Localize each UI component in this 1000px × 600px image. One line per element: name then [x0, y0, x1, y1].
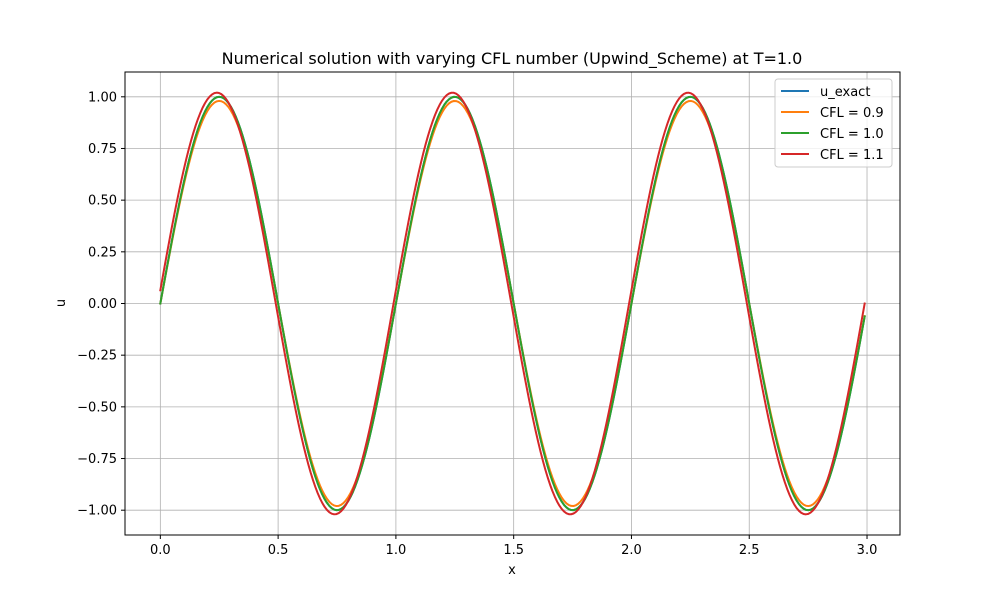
legend-label: CFL = 1.0 [820, 127, 884, 142]
y-axis-label: u [54, 299, 69, 307]
y-tick-label: 0.50 [88, 194, 117, 209]
chart-title: Numerical solution with varying CFL numb… [222, 49, 803, 69]
y-tick-label: 0.00 [88, 297, 117, 312]
x-tick-label: 3.0 [857, 543, 878, 558]
x-tick-label: 0.0 [150, 543, 171, 558]
y-tick-label: −1.00 [77, 504, 117, 519]
y-tick-label: 0.75 [88, 142, 117, 157]
y-tick-label: 0.25 [88, 245, 117, 260]
x-tick-label: 1.5 [503, 543, 524, 558]
y-tick-label: −0.25 [77, 349, 117, 364]
legend-label: CFL = 0.9 [820, 106, 884, 121]
x-tick-label: 1.0 [386, 543, 407, 558]
tick-layer: 0.0 0.5 1.0 1.5 2.0 2.5 3.0 −1.00 −0.75 −0.50 −0.2… [77, 90, 877, 558]
legend-label: CFL = 1.1 [820, 148, 884, 163]
series-layer [159, 91, 866, 516]
grid-layer [125, 72, 900, 535]
x-tick-label: 2.5 [739, 543, 760, 558]
legend-box [774, 78, 893, 168]
legend: u_exact CFL = 0.9 CFL = 1.0 CFL = 1.1 [774, 78, 893, 168]
y-tick-label: −0.75 [77, 452, 117, 467]
x-axis-label: x [508, 563, 516, 578]
series-line-3 [159, 91, 866, 516]
x-tick-label: 0.5 [268, 543, 289, 558]
legend-label: u_exact [820, 85, 870, 100]
y-tick-label: −0.50 [77, 400, 117, 415]
y-tick-label: 1.00 [88, 90, 117, 105]
x-tick-label: 2.0 [621, 543, 642, 558]
series-line-2 [159, 95, 866, 512]
